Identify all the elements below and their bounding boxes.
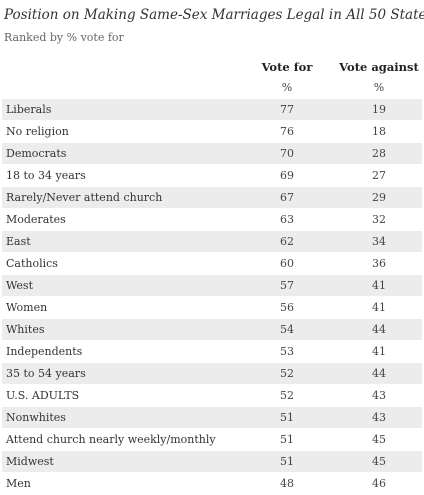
row-label: U.S. ADULTS [2,384,238,407]
table-row: No religion 76 18 [2,120,422,143]
vote-against-value: 32 [336,208,422,231]
row-label: Men [2,472,238,495]
row-label: Attend church nearly weekly/monthly [2,428,238,451]
vote-against-value: 29 [336,186,422,209]
vote-for-value: 60 [238,252,336,275]
vote-against-value: 44 [336,318,422,341]
vote-for-value: 56 [238,296,336,319]
row-label: West [2,274,238,297]
column-header-vote-against: Vote against [336,56,422,77]
table-row: Attend church nearly weekly/monthly 51 45 [2,428,422,451]
table-row: Women 56 41 [2,296,422,319]
row-label: Catholics [2,252,238,275]
vote-for-value: 67 [238,186,336,209]
table-row: Rarely/Never attend church 67 29 [2,186,422,209]
vote-for-value: 69 [238,164,336,187]
vote-for-value: 62 [238,230,336,253]
vote-for-value: 57 [238,274,336,297]
row-label: 35 to 54 years [2,362,238,385]
row-label: Women [2,296,238,319]
table-row: Whites 54 44 [2,318,422,341]
row-label: Liberals [2,98,238,121]
table-row: West 57 41 [2,274,422,297]
table-row: Democrats 70 28 [2,142,422,165]
table-row: Midwest 51 45 [2,450,422,473]
table-row: East 62 34 [2,230,422,253]
vote-for-value: 54 [238,318,336,341]
vote-for-value: 63 [238,208,336,231]
chart-title: Position on Making Same-Sex Marriages Le… [4,7,424,23]
row-label: Midwest [2,450,238,473]
table-row: Men 48 46 [2,472,422,495]
row-label: Nonwhites [2,406,238,429]
table-row: 35 to 54 years 52 44 [2,362,422,385]
vote-for-value: 52 [238,362,336,385]
vote-for-value: 76 [238,120,336,143]
vote-against-value: 19 [336,98,422,121]
vote-against-value: 36 [336,252,422,275]
chart-subtitle: Ranked by % vote for [4,31,124,44]
vote-against-value: 46 [336,472,422,495]
table-row: Liberals 77 19 [2,98,422,121]
vote-for-value: 51 [238,428,336,451]
vote-against-value: 28 [336,142,422,165]
vote-for-value: 53 [238,340,336,363]
vote-against-value: 45 [336,450,422,473]
table-body: % % Liberals 77 19 No religion 76 18 Democrats… [2,77,422,495]
vote-for-value: 51 [238,406,336,429]
row-label: Independents [2,340,238,363]
row-label: Democrats [2,142,238,165]
vote-against-value: 41 [336,340,422,363]
vote-for-value: 77 [238,98,336,121]
table-row: U.S. ADULTS 52 43 [2,384,422,407]
row-label: 18 to 34 years [2,164,238,187]
vote-against-value: 45 [336,428,422,451]
vote-against-value: 27 [336,164,422,187]
unit-row: % % [2,77,422,99]
vote-for-value: 51 [238,450,336,473]
column-header-vote-for: Vote for [238,56,336,77]
row-label: Rarely/Never attend church [2,186,238,209]
row-label: Moderates [2,208,238,231]
unit-vote-for: % [238,77,336,99]
data-table: Vote for Vote against % % Liberals 77 19 No… [2,56,422,495]
chart-container: Position on Making Same-Sex Marriages Le… [2,7,424,495]
vote-against-value: 43 [336,384,422,407]
row-label: No religion [2,120,238,143]
row-label: East [2,230,238,253]
vote-for-value: 52 [238,384,336,407]
vote-against-value: 41 [336,296,422,319]
unit-vote-against: % [336,77,422,99]
vote-for-value: 70 [238,142,336,165]
unit-label-cell [2,77,238,99]
table-row: Independents 53 41 [2,340,422,363]
table-row: Moderates 63 32 [2,208,422,231]
row-label: Whites [2,318,238,341]
vote-against-value: 41 [336,274,422,297]
vote-against-value: 34 [336,230,422,253]
vote-against-value: 43 [336,406,422,429]
table-row: Nonwhites 51 43 [2,406,422,429]
table-row: Catholics 60 36 [2,252,422,275]
header-label-cell [2,56,238,77]
vote-against-value: 44 [336,362,422,385]
table-row: 18 to 34 years 69 27 [2,164,422,187]
vote-for-value: 48 [238,472,336,495]
header-row: Vote for Vote against [2,56,422,77]
vote-against-value: 18 [336,120,422,143]
